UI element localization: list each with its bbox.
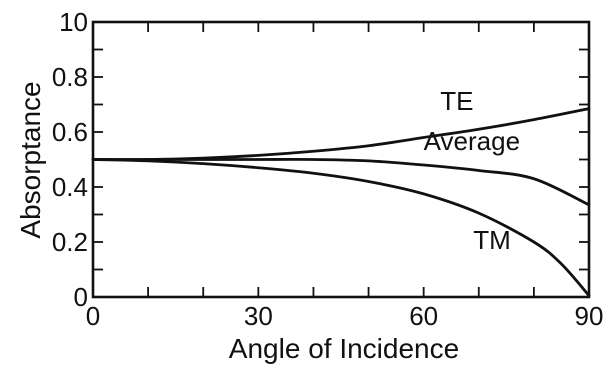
series-line-average (91, 157, 591, 207)
y-axis-label: Absorptance (15, 81, 46, 238)
curve-label-average: Average (424, 126, 520, 156)
curve-label-te: TE (440, 86, 473, 116)
series-layer (91, 107, 591, 298)
x-tick-label: 60 (409, 301, 438, 331)
curve-label-tm: TM (473, 225, 511, 255)
x-tick-label: 0 (86, 301, 100, 331)
x-tick-labels: 0 30 60 90 (86, 301, 604, 331)
x-tick-label: 90 (575, 301, 604, 331)
y-tick-label: 10 (59, 7, 88, 37)
y-tick-label: 0.2 (52, 227, 88, 257)
x-tick-label: 30 (244, 301, 273, 331)
plot-frame (91, 20, 591, 299)
series-line-tm (91, 158, 591, 298)
y-tick-label: 0.4 (52, 172, 88, 202)
y-tick-label: 0.8 (52, 62, 88, 92)
y-tick-labels: 0 0.2 0.4 0.6 0.8 10 (52, 7, 88, 312)
y-tick-label: 0.6 (52, 117, 88, 147)
x-axis-label: Angle of Incidence (229, 333, 459, 364)
y-tick-label: 0 (74, 282, 88, 312)
curve-labels: TE Average TM (424, 86, 520, 255)
